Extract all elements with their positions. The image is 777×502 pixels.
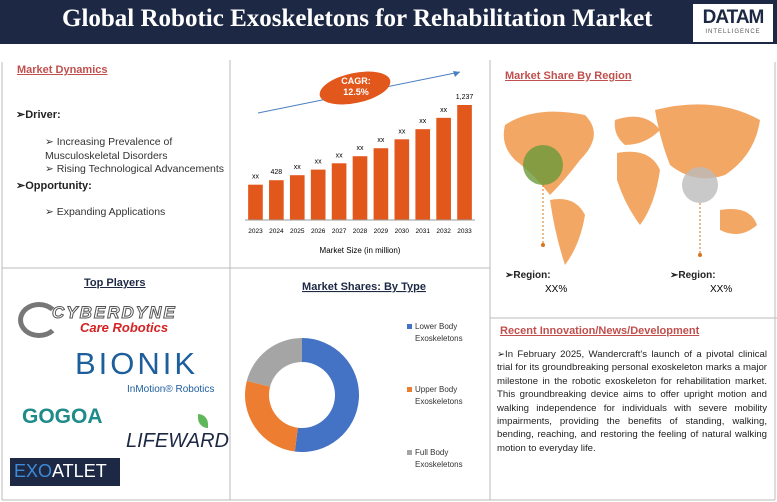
donut-slice [294,338,359,452]
legend-entry: Full Body Exoskeletons [407,447,477,471]
bar [394,139,410,220]
legend-entry: Upper Body Exoskeletons [407,384,477,408]
x-tick-label: 2023 [248,228,263,235]
logo: LIFEWARD [126,430,229,452]
pie-chart: Market Shares: By Type [245,281,426,452]
bar [269,180,284,220]
x-tick-label: 2024 [269,228,284,235]
legend-swatch [407,450,412,455]
logo: BIONIK [75,346,199,381]
bar [331,163,347,220]
bar [415,129,431,220]
opportunity: Expanding Applications [45,206,166,218]
bar-chart: Market Size (in million) CAGR:12.5% xx 202… [245,71,475,255]
x-tick-label: 2027 [332,228,347,235]
bar [289,175,305,220]
bar [373,148,389,220]
logo: EXOATLET [14,461,107,482]
annotation: CAGR: [341,76,371,86]
logo: Care Robotics [80,320,169,335]
x-tick-label: 2030 [395,228,410,235]
x-tick-label: 2028 [353,228,368,235]
bullet: ➢ [497,349,506,360]
driver-label: Driver: [16,108,60,121]
bar [436,117,451,220]
opportunity-label: Opportunity: [16,179,92,192]
logo-leaf [198,414,208,428]
value-label: xx [419,118,427,125]
value-label: xx [357,145,365,152]
value-label: xx [252,174,260,181]
bar [310,169,326,220]
annotation: 12.5% [343,87,369,97]
x-tick-label: 2031 [415,228,430,235]
chart-title: Market Shares: By Type [302,281,426,293]
bar [352,156,368,220]
value-label: xx [294,164,302,171]
logo-part: EXO [14,461,53,481]
region-label: Region: [505,270,550,281]
logo-icon [18,302,60,338]
donut-slice [245,380,298,452]
driver: Rising Technological Advancements [45,163,230,175]
legend-label: Lower Body Exoskeletons [415,322,463,343]
arrow-head [453,71,460,77]
title: Global Robotic Exoskeletons for Rehabili… [62,5,653,32]
value-label: xx [398,128,406,135]
value-label: xx [336,152,344,159]
annotation-bubble [319,71,391,105]
bar [457,105,472,220]
section-heading: Market Share By Region [505,70,632,82]
logo-box: DATAM INTELLIGENCE [693,4,773,42]
value-label: xx [315,159,323,166]
value-label: xx [440,107,448,114]
legend-entry: Lower Body Exoskeletons [407,321,477,345]
world-map [503,104,760,265]
logo: DATAM [702,7,765,28]
logo: InMotion® Robotics [127,384,215,395]
logo-part: ATLET [52,461,107,481]
region-label: Region: [670,270,715,281]
legend-label: Upper Body Exoskeletons [415,385,463,406]
logo: GOGOA [22,405,103,428]
legend-swatch [407,387,412,392]
x-tick-label: 2032 [436,228,451,235]
logo-sub: INTELLIGENCE [705,29,761,35]
x-tick-label: 2026 [311,228,326,235]
value-label: 1,237 [456,94,474,101]
region-value: XX% [545,284,568,295]
x-tick-label: 2025 [290,228,305,235]
driver: Increasing Prevalence of Musculoskeletal… [45,135,225,163]
legend-swatch [407,324,412,329]
section-heading: Market Dynamics [17,64,108,76]
bar [248,184,263,220]
value-label: 428 [271,169,283,176]
region-value: XX% [710,284,733,295]
x-axis-label: Market Size (in million) [320,246,401,255]
section-heading: Recent Innovation/News/Development [500,325,700,337]
logo: CYBERDYNE [52,303,177,323]
legend-label: Full Body Exoskeletons [415,448,463,469]
section-heading: Top Players [84,277,146,289]
x-tick-label: 2033 [457,228,472,235]
logo-box [10,458,120,486]
value-label: xx [377,137,385,144]
innovation-text: ➢In February 2025, Wandercraft's launch … [497,348,767,455]
x-tick-label: 2029 [374,228,389,235]
innovation-body: In February 2025, Wandercraft's launch o… [497,349,767,454]
header-bar [0,0,777,44]
donut-slice [246,338,302,387]
